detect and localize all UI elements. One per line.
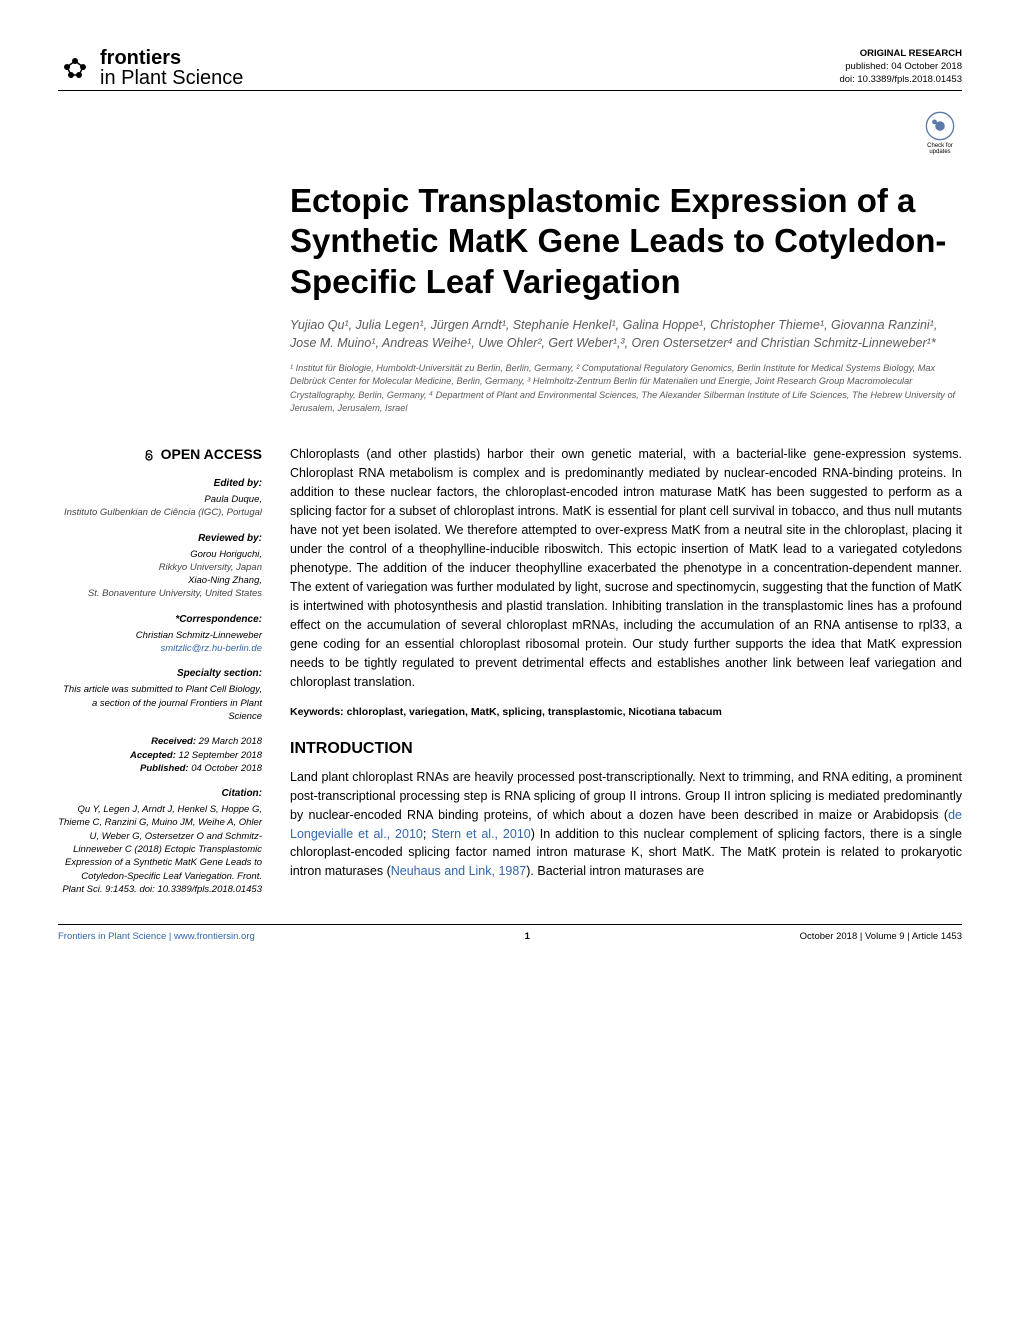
reviewer1-name: Gorou Horiguchi, [58,548,262,561]
citation-text: Qu Y, Legen J, Arndt J, Henkel S, Hoppe … [58,803,262,896]
received-label: Received: [151,736,196,747]
check-updates-label: Check for updates [918,143,962,155]
specialty-label: Specialty section: [58,667,262,681]
introduction-heading: INTRODUCTION [290,740,962,758]
reviewed-by-label: Reviewed by: [58,532,262,546]
dates-block: Received: 29 March 2018 Accepted: 12 Sep… [58,735,262,775]
open-access-text: OPEN ACCESS [161,445,262,465]
editor-affiliation: Instituto Gulbenkian de Ciência (IGC), P… [58,506,262,519]
published-label: Published: [140,763,189,774]
footer-journal-link[interactable]: Frontiers in Plant Science [58,931,166,942]
page-number: 1 [525,931,530,942]
footer-site-link[interactable]: | www.frontiersin.org [166,931,255,942]
affiliations: ¹ Institut für Biologie, Humboldt-Univer… [290,362,962,415]
page-header: frontiers in Plant Science ORIGINAL RESE… [58,48,962,91]
footer-left: Frontiers in Plant Science | www.frontie… [58,931,255,942]
sidebar: OPEN ACCESS Edited by: Paula Duque, Inst… [58,445,262,896]
intro-span-2: ; [423,827,431,841]
logo-journal: in Plant Science [100,68,243,88]
published-date: published: 04 October 2018 [839,61,962,74]
correspondence-email[interactable]: smitzlic@rz.hu-berlin.de [160,643,262,654]
received-row: Received: 29 March 2018 [58,735,262,748]
crossmark-icon [920,111,960,141]
check-updates-row: Check for updates [58,111,962,155]
article-type: ORIGINAL RESEARCH [839,48,962,61]
received-date: 29 March 2018 [196,736,262,747]
accepted-row: Accepted: 12 September 2018 [58,749,262,762]
citation-ref-3[interactable]: Neuhaus and Link, 1987 [391,864,527,878]
check-for-updates-badge[interactable]: Check for updates [918,111,962,155]
authors-list: Yujiao Qu¹, Julia Legen¹, Jürgen Arndt¹,… [290,316,962,352]
editor-name: Paula Duque, [58,493,262,506]
keywords-text: chloroplast, variegation, MatK, splicing… [347,706,722,718]
accepted-label: Accepted: [130,750,176,761]
article-title: Ectopic Transplastomic Expression of a S… [290,181,962,302]
frontiers-logo-icon [58,51,92,85]
two-column-layout: OPEN ACCESS Edited by: Paula Duque, Inst… [58,445,962,896]
accepted-date: 12 September 2018 [176,750,262,761]
citation-ref-2[interactable]: Stern et al., 2010 [431,827,531,841]
published-row: Published: 04 October 2018 [58,762,262,775]
reviewer1-aff: Rikkyo University, Japan [58,561,262,574]
footer-issue: October 2018 | Volume 9 | Article 1453 [800,931,962,942]
title-block: Ectopic Transplastomic Expression of a S… [290,181,962,415]
edited-by-label: Edited by: [58,477,262,491]
open-access-label: OPEN ACCESS [58,445,262,465]
reviewer2-aff: St. Bonaventure University, United State… [58,587,262,600]
correspondence-name: Christian Schmitz-Linneweber [58,629,262,642]
specialty-text: This article was submitted to Plant Cell… [58,683,262,723]
journal-logo: frontiers in Plant Science [58,48,243,88]
intro-span-4: ). Bacterial intron maturases are [526,864,704,878]
reviewer2-name: Xiao-Ning Zhang, [58,574,262,587]
doi: doi: 10.3389/fpls.2018.01453 [839,74,962,87]
published-date-sidebar: 04 October 2018 [189,763,262,774]
logo-brand: frontiers [100,48,243,68]
open-access-icon [142,448,156,462]
main-content: Chloroplasts (and other plastids) harbor… [290,445,962,896]
intro-span-1: Land plant chloroplast RNAs are heavily … [290,770,962,822]
introduction-text: Land plant chloroplast RNAs are heavily … [290,768,962,881]
header-meta: ORIGINAL RESEARCH published: 04 October … [839,48,962,86]
abstract: Chloroplasts (and other plastids) harbor… [290,445,962,692]
keywords: Keywords: chloroplast, variegation, MatK… [290,706,962,718]
keywords-label: Keywords: [290,706,347,718]
page-footer: Frontiers in Plant Science | www.frontie… [58,924,962,942]
correspondence-label: *Correspondence: [58,613,262,627]
citation-label: Citation: [58,787,262,801]
logo-text: frontiers in Plant Science [100,48,243,88]
